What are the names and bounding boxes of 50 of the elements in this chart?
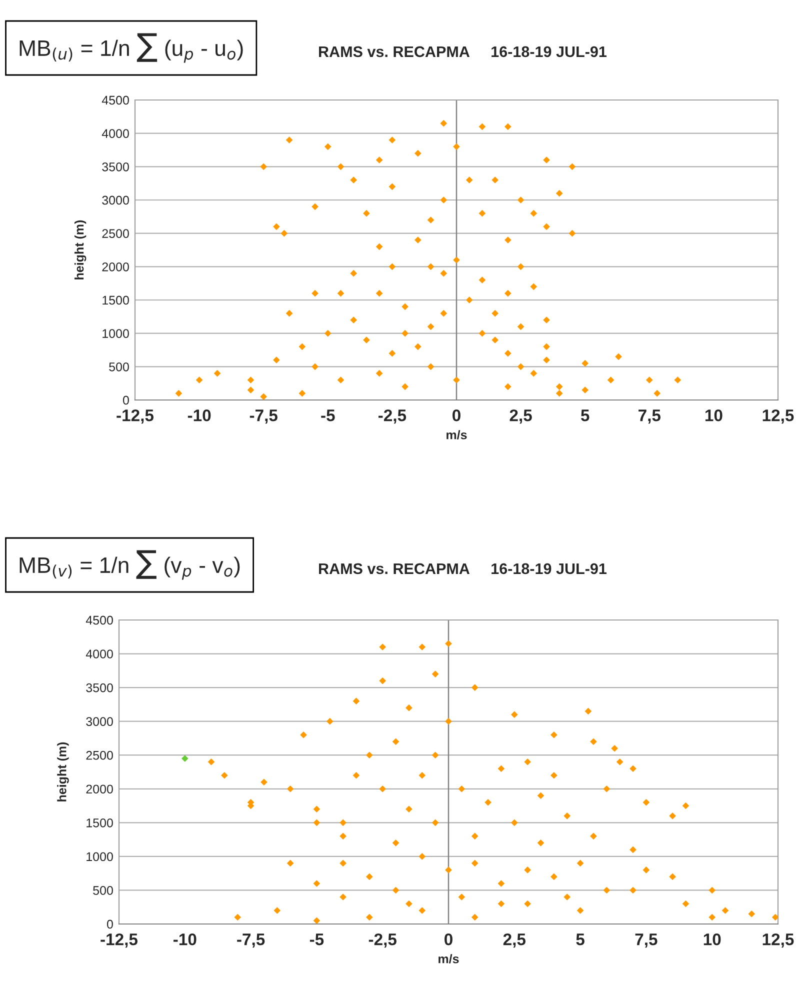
x-tick-label: -12,5 [116, 409, 154, 424]
x-tick-label: 7,5 [635, 934, 658, 948]
x-tick-label: -5 [310, 934, 324, 946]
x-axis-title: m/s [446, 430, 467, 440]
y-axis-title: height (m) [57, 742, 69, 802]
x-tick-label: -7,5 [250, 410, 278, 424]
x-tick-label: -7,5 [237, 934, 265, 948]
y-tick-label: 4500 [86, 616, 113, 625]
y-tick-label: 1000 [102, 329, 129, 338]
y-tick-label: 3000 [86, 717, 113, 726]
x-tick-label: 0 [444, 933, 452, 946]
x-tick-label: 12,5 [762, 933, 794, 948]
x-tick-label: 5 [580, 410, 590, 422]
y-axis-title: height (m) [74, 220, 86, 280]
y-tick-label: 500 [109, 362, 129, 372]
y-tick-label: 2000 [102, 262, 129, 272]
chart-title: RAMS vs. RECAPMA 16-18-19 JUL-91 [319, 563, 607, 574]
x-tick-label: 12,5 [762, 409, 794, 424]
text: MB$_{(v)}$ = 1/n ∑ (v$_{p}$ - v$_{o}$) [20, 550, 240, 580]
chart-title: RAMS vs. RECAPMA 16-18-19 JUL-91 [319, 46, 607, 58]
x-axis-title: m/s [438, 954, 459, 964]
y-tick-label: 3500 [86, 683, 113, 692]
y-tick-label: 4500 [102, 96, 129, 105]
y-tick-label: 4000 [86, 650, 113, 658]
x-tick-label: 5 [576, 934, 584, 946]
y-tick-label: 3500 [102, 162, 129, 172]
x-tick-label: -10 [188, 409, 211, 422]
y-tick-label: 1000 [86, 852, 113, 862]
y-tick-label: 3000 [102, 196, 129, 205]
x-tick-label: -12,5 [100, 933, 138, 948]
y-tick-label: 1500 [86, 818, 113, 828]
x-tick-label: 10 [705, 409, 722, 422]
y-tick-label: 2500 [102, 229, 129, 238]
x-tick-label: 2,5 [503, 933, 526, 948]
x-tick-label: 7,5 [638, 410, 661, 424]
y-tick-label: 1500 [102, 296, 129, 305]
y-tick-label: 2500 [86, 750, 113, 760]
text: MB$_{(u)}$ = 1/n ∑ (u$_{p}$ - u$_{o}$) [20, 33, 243, 63]
x-tick-label: 10 [704, 933, 721, 946]
x-tick-label: 0 [452, 409, 460, 422]
x-tick-label: -5 [321, 410, 335, 422]
y-tick-label: 0 [122, 396, 129, 405]
x-tick-label: -2,5 [378, 409, 406, 424]
y-tick-label: 500 [93, 886, 113, 895]
x-tick-label: 2,5 [510, 409, 532, 424]
x-tick-label: -10 [174, 933, 196, 946]
y-tick-label: 4000 [102, 129, 129, 138]
y-tick-label: 0 [106, 920, 113, 929]
y-tick-label: 2000 [86, 784, 113, 794]
x-tick-label: -2,5 [368, 933, 396, 948]
